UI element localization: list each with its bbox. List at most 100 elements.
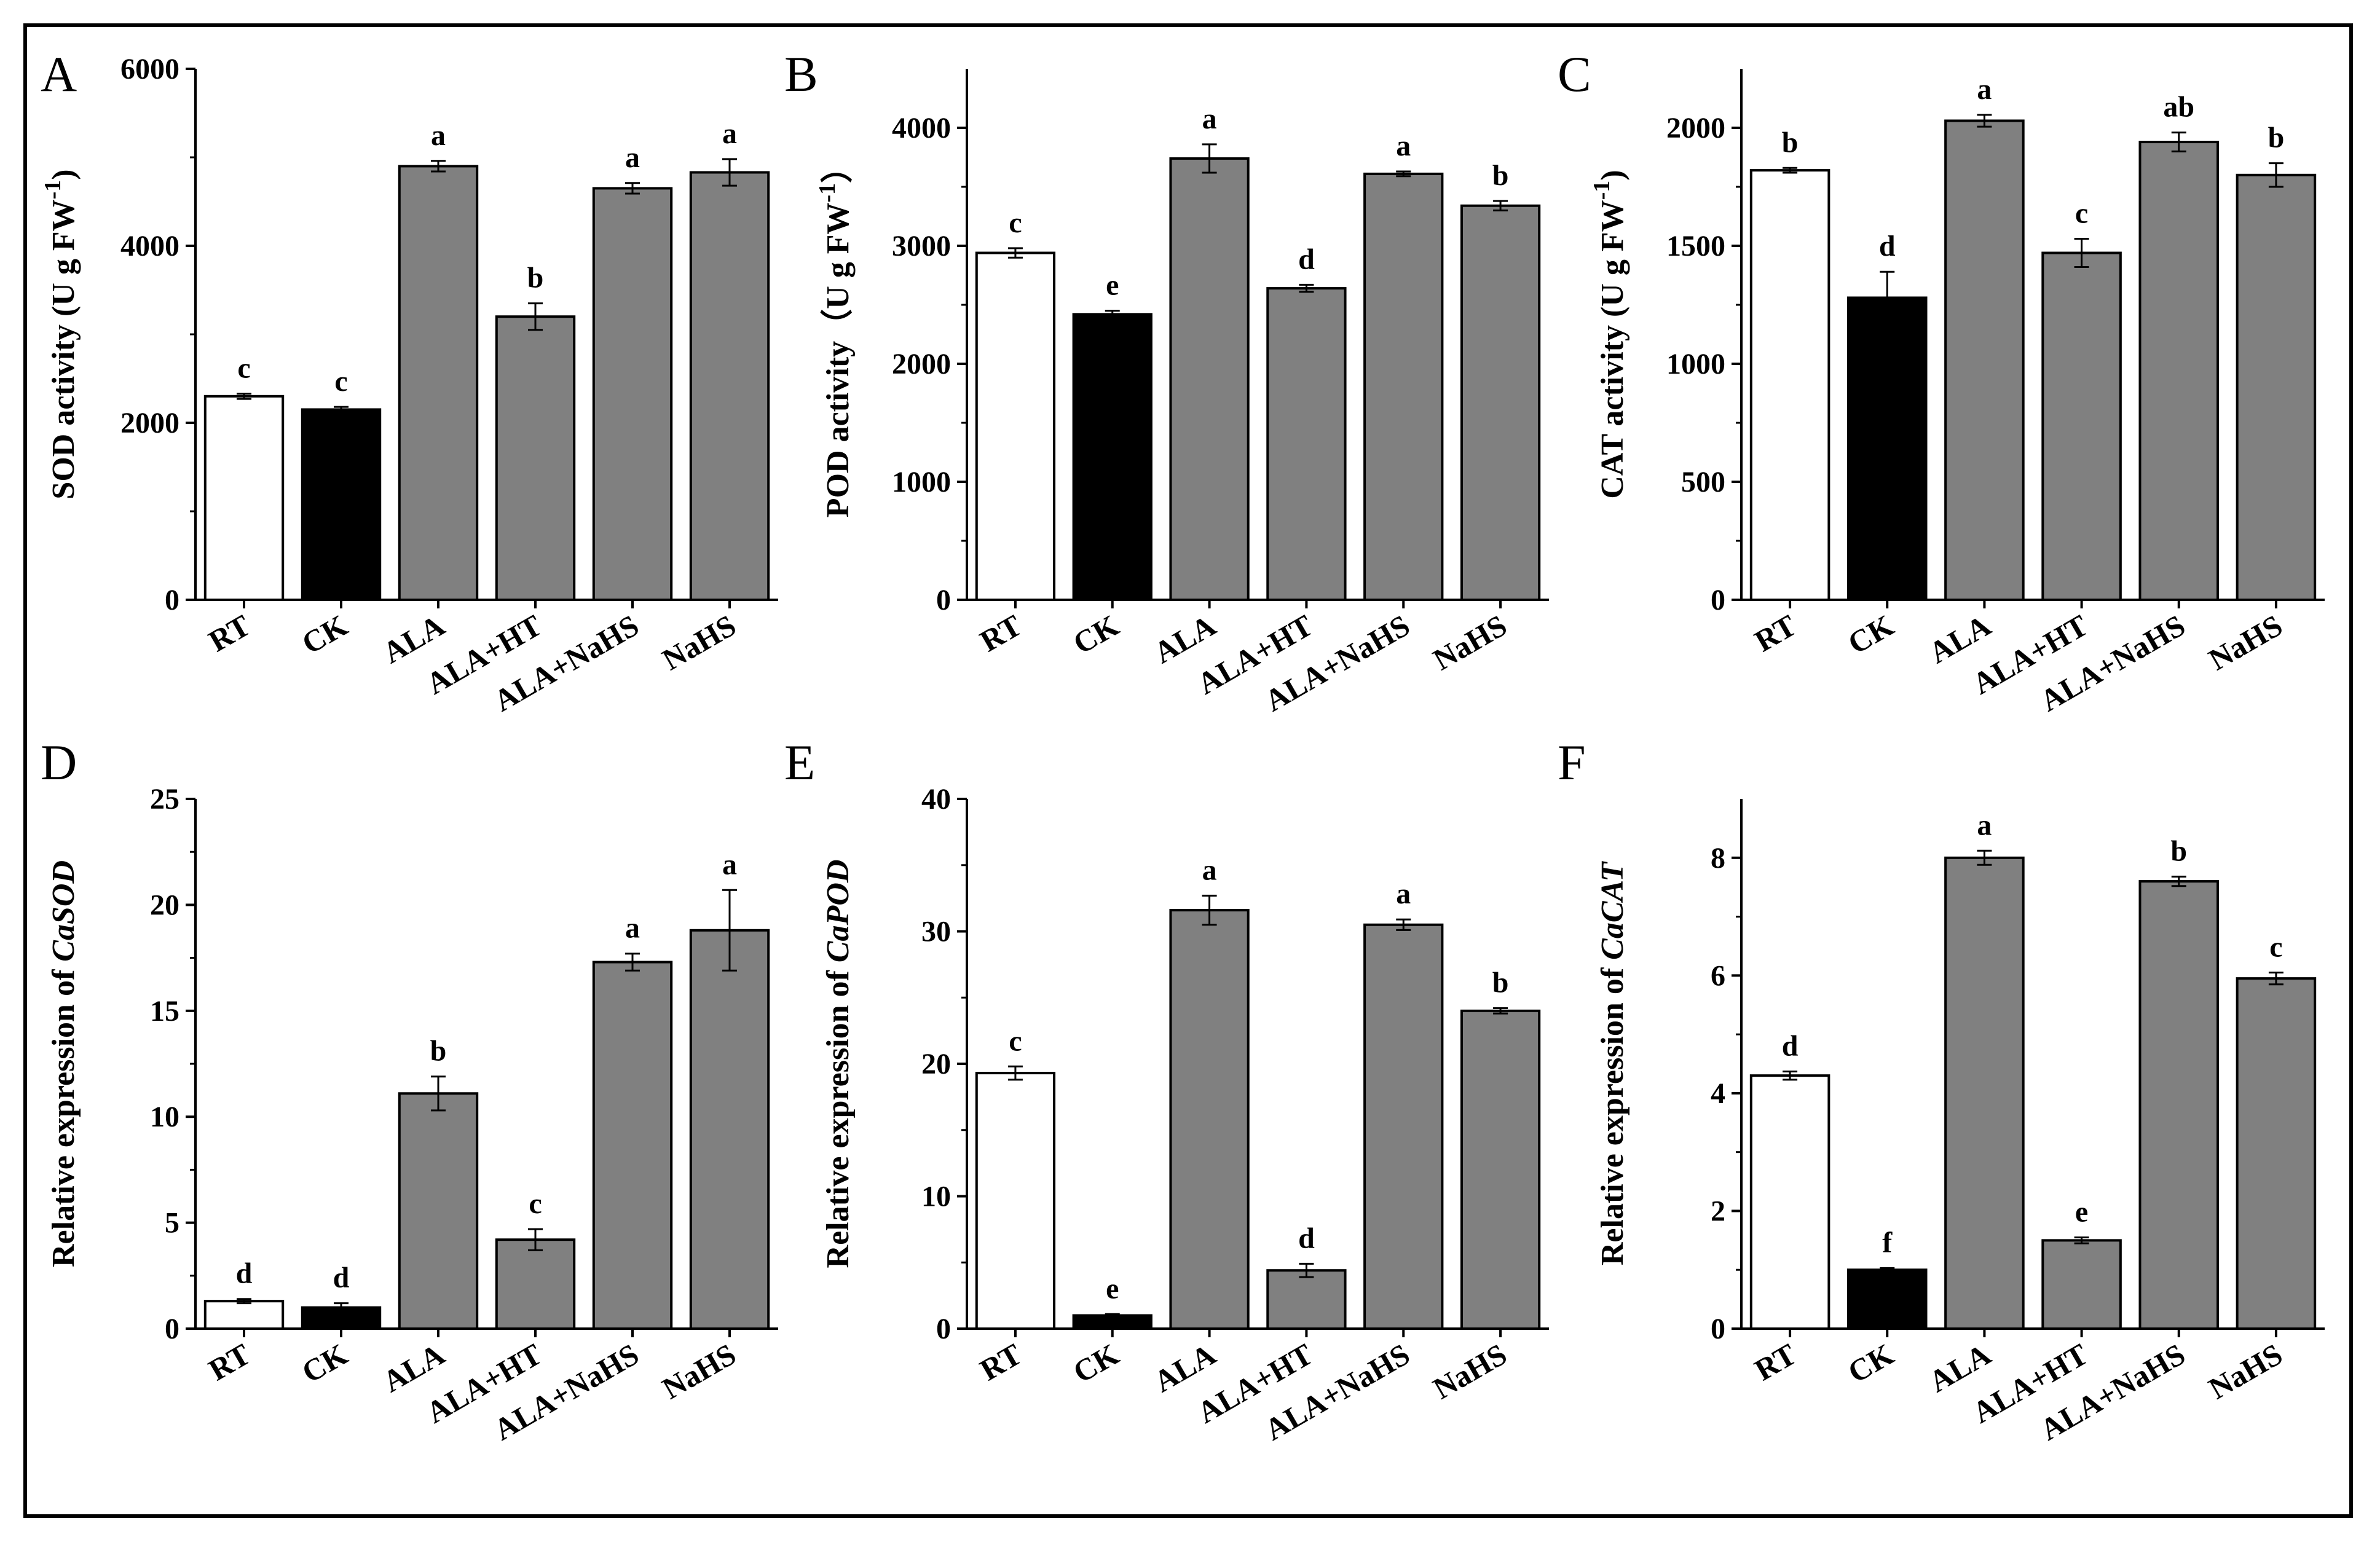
error-bar [1007,247,1023,259]
significance-label: c [1009,206,1022,239]
y-axis-title: SOD activity (U g FW-1) [40,169,81,499]
significance-label: c [334,365,347,398]
significance-label: c [237,352,250,384]
significance-label: a [625,912,640,945]
error-bar [1880,1267,1895,1273]
error-bar [2171,132,2186,152]
bar-RT [203,1300,285,1331]
error-bar [1299,1262,1314,1278]
y-tick-label: 0 [1711,1313,1725,1345]
error-bar [1493,1007,1508,1015]
significance-label: e [1106,269,1119,302]
y-tick-label: 0 [936,1313,951,1345]
error-bar [1299,283,1314,293]
bar-ALA [1169,909,1250,1330]
bar-RT [975,251,1056,601]
bar-ALA+HT [2041,1239,2122,1331]
significance-label: c [2075,197,2088,229]
bar-NaHS [2236,173,2317,601]
bar-CK [301,408,382,602]
error-bar [1396,170,1411,178]
bar-ALA+HT [495,1238,576,1330]
bar-RT [1749,1074,1830,1330]
panel-letter: D [41,734,77,790]
category-label: NaHS [656,608,742,677]
error-bar [1396,918,1411,931]
y-tick-label: 30 [921,916,951,948]
bar-CK [1846,1268,1928,1330]
panel-letter: F [1558,734,1586,790]
panel-C: CbRTdCKaALAcALA+HTabALA+NaHSbNaHS0500100… [1558,46,2325,718]
y-tick-label: 20 [921,1048,951,1080]
y-tick-label: 10 [921,1181,951,1213]
error-bar [722,889,737,972]
bar-RT [203,395,285,601]
y-tick-label: 20 [150,889,179,921]
error-bar [1105,1313,1120,1318]
bar-ALA [1944,856,2025,1331]
y-tick-label: 0 [936,584,951,616]
y-tick-label: 2000 [1666,112,1725,144]
y-axis-title: Relative expression of CaPOD [821,860,856,1268]
y-tick-label: 2 [1711,1195,1725,1227]
bar-ALA+HT [1266,287,1347,601]
significance-label: c [1009,1024,1022,1057]
error-bar [2074,237,2089,269]
panel-letter: B [784,46,818,102]
error-bar [1783,167,1798,174]
error-bar [1202,894,1217,926]
significance-label: a [625,141,640,174]
y-tick-label: 10 [150,1101,179,1133]
panel-D: DdRTdCKbALAcALA+HTaALA+NaHSaNaHS05101520… [41,734,778,1447]
category-label: NaHS [2203,608,2288,677]
significance-label: e [2075,1196,2088,1229]
category-label: RT [1749,608,1802,658]
y-tick-label: 6 [1711,959,1725,992]
significance-label: b [2268,122,2285,154]
y-tick-label: 500 [1681,466,1725,498]
bar-NaHS [689,171,770,602]
category-label: NaHS [2203,1337,2288,1405]
significance-label: a [1396,878,1411,910]
panel-letter: C [1558,46,1591,102]
significance-label: f [1882,1226,1893,1259]
bar-RT [1749,169,1830,601]
category-label: RT [974,608,1028,658]
error-bar [334,1302,349,1313]
y-tick-label: 8 [1711,842,1725,875]
y-axis-title: POD activity（U g FW-1） [814,151,856,517]
significance-label: a [1202,103,1217,135]
error-bar [1977,114,1992,128]
significance-label: a [722,117,737,150]
error-bar [528,302,543,331]
bar-NaHS [689,929,770,1330]
bar-ALA+HT [2041,251,2122,601]
significance-label: c [529,1187,542,1220]
significance-label: d [236,1257,253,1290]
category-label: RT [1749,1337,1802,1387]
y-tick-label: 4 [1711,1077,1725,1110]
bar-NaHS [1460,204,1541,602]
bar-ALA [398,165,479,601]
error-bar [2171,875,2186,887]
y-tick-label: 4000 [892,112,951,144]
significance-label: b [1492,159,1509,192]
error-bar [528,1228,543,1251]
significance-label: e [1106,1272,1119,1305]
bar-NaHS [2236,977,2317,1330]
error-bar [1105,310,1120,319]
bar-CK [1072,313,1153,601]
category-label: CK [296,608,353,661]
bar-ALA [1944,119,2025,602]
bar-ALA+NaHS [1363,923,1444,1330]
y-tick-label: 6000 [120,53,179,85]
error-bar [237,392,251,400]
category-label: RT [974,1337,1028,1387]
y-tick-label: 25 [150,783,179,816]
bar-ALA [1169,157,1250,602]
error-bar [625,953,640,972]
bar-RT [975,1072,1056,1330]
y-tick-label: 2000 [892,348,951,380]
bar-ALA+NaHS [592,187,673,601]
